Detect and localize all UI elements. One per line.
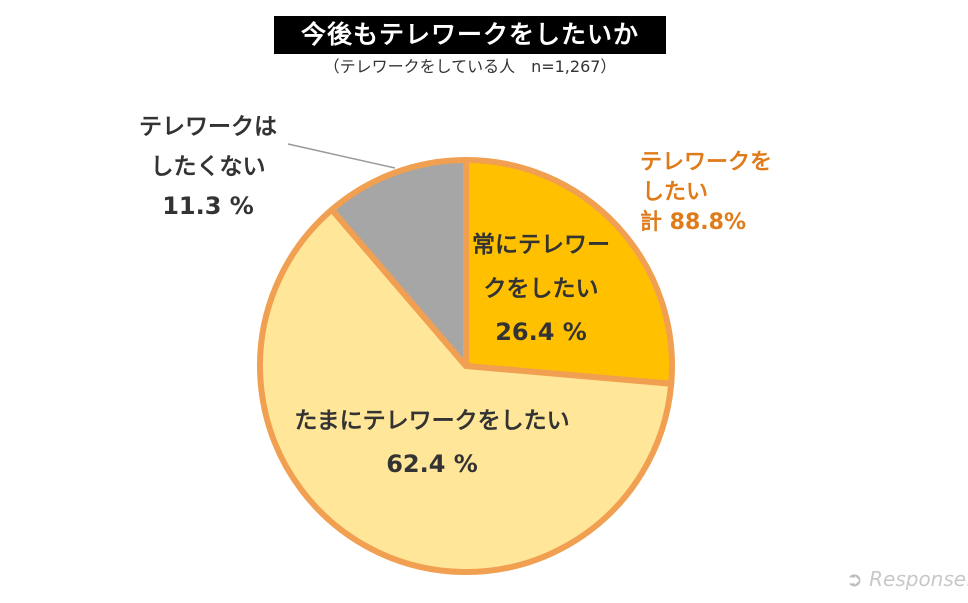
leader-line-slice-3 — [287, 143, 396, 169]
response-logo-icon: ➲ — [846, 567, 863, 591]
watermark-text: Response. — [869, 567, 968, 591]
slice-name-label-3: テレワークは — [139, 114, 277, 140]
group-total-line-3: 計 88.8% — [640, 210, 746, 235]
pie-slice-1 — [463, 157, 675, 387]
slice-name-label-3: したくない — [151, 154, 266, 180]
slice-name-label-2: たまにテレワークをしたい — [294, 408, 569, 434]
pie-slice-3 — [328, 157, 469, 369]
slice-value-label-1: 26.4 % — [495, 318, 587, 346]
leader-lines — [287, 143, 396, 169]
chart-title: 今後もテレワークをしたいか — [274, 16, 666, 54]
group-total-line-2: したい — [642, 180, 709, 205]
chart-subtitle: （テレワークをしている人 n=1,267） — [323, 57, 617, 76]
slice-value-label-2: 62.4 % — [386, 450, 478, 478]
slice-value-label-3: 11.3 % — [162, 192, 254, 220]
slice-name-label-1: 常にテレワー — [472, 232, 610, 258]
group-total-label: テレワークを したい 計 88.8% — [640, 148, 790, 238]
pie-slices — [257, 157, 675, 575]
slice-name-label-1: クをしたい — [484, 276, 599, 302]
pie-slice-2 — [257, 206, 675, 575]
group-total-line-1: テレワークを — [640, 150, 773, 175]
response-watermark: ➲ Response. — [846, 566, 968, 592]
